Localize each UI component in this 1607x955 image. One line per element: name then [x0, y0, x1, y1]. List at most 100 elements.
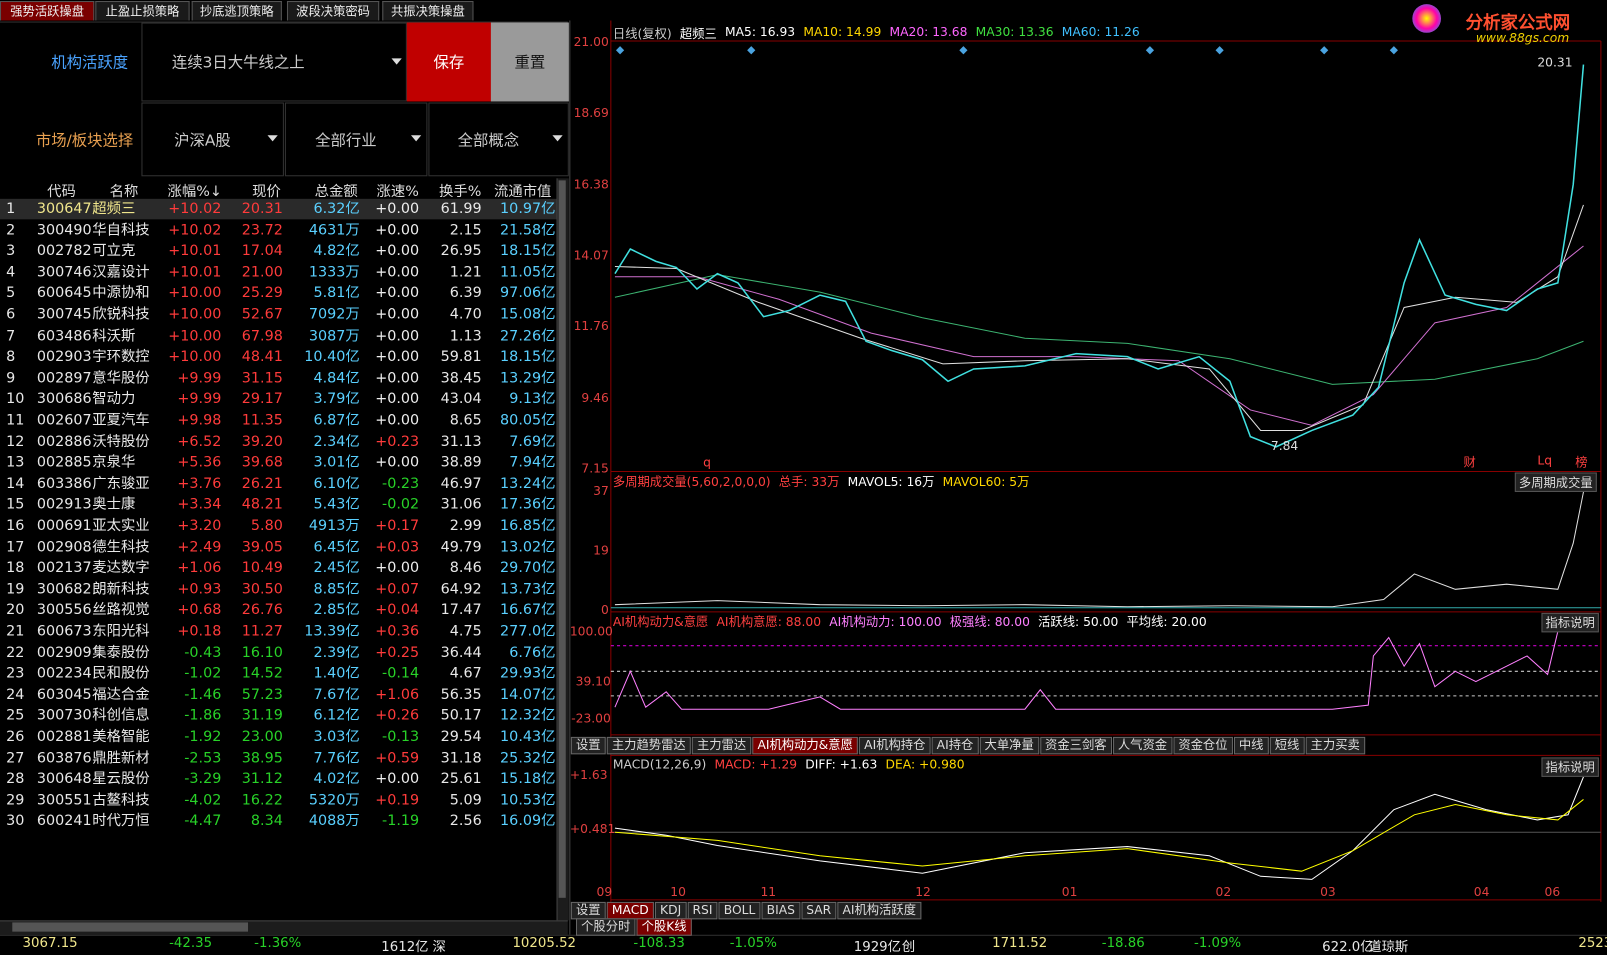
indicator-tab[interactable]: AI机构活跃度 — [837, 901, 922, 920]
panel-dropdown[interactable]: 多周期成交量 — [1514, 472, 1597, 492]
indicator-tab[interactable]: AI机构动力&意愿 — [752, 736, 859, 755]
column-header[interactable]: 现价 — [252, 183, 281, 200]
indicator-tab[interactable]: 中线 — [1233, 736, 1269, 755]
column-header[interactable]: 代码 — [47, 183, 76, 200]
table-cell: 17.36亿 — [500, 496, 556, 513]
legend-item: 超频三 — [679, 26, 717, 41]
indicator-tab[interactable]: 资金三剑客 — [1039, 736, 1112, 755]
table-cell[interactable]: 可立克 — [92, 243, 136, 260]
tab[interactable]: 波段决策密码 — [286, 1, 380, 21]
table-cell[interactable]: 朗新科技 — [92, 580, 150, 598]
table-cell[interactable]: 德生科技 — [92, 538, 150, 556]
tab[interactable]: 抄底逃顶策略 — [191, 1, 282, 21]
table-cell[interactable]: 京泉华 — [92, 454, 136, 471]
indicator-tab[interactable]: BIAS — [761, 901, 801, 920]
table-cell[interactable]: 意华股份 — [92, 369, 150, 387]
legend-item: MA60: 11.26 — [1061, 24, 1140, 39]
table-cell[interactable]: 麦达数字 — [92, 559, 150, 577]
table-cell: +0.00 — [375, 306, 420, 323]
indicator-tab[interactable]: 大单净量 — [979, 736, 1039, 755]
tab[interactable]: 共振决策操盘 — [382, 1, 474, 21]
table-cell[interactable]: 古鳌科技 — [92, 792, 150, 809]
help-button[interactable]: 指标说明 — [1541, 612, 1599, 633]
indicator-tab[interactable]: 资金仓位 — [1173, 736, 1233, 755]
table-cell[interactable]: 丝路视觉 — [92, 602, 150, 619]
table-cell: 2.45亿 — [313, 559, 360, 577]
table-cell: 13.02亿 — [500, 538, 556, 556]
concept-select[interactable]: 全部概念 — [428, 102, 569, 177]
industry-select[interactable]: 全部行业 — [284, 102, 428, 177]
table-cell[interactable]: 汉嘉设计 — [92, 264, 150, 281]
indicator-tab[interactable]: 短线 — [1269, 736, 1305, 755]
indicator-tab[interactable]: 设置 — [570, 901, 606, 920]
table-cell: +0.59 — [375, 749, 420, 767]
column-header[interactable]: 换手% — [439, 183, 482, 200]
column-header[interactable]: 涨速% — [376, 183, 419, 200]
column-header[interactable]: 名称 — [109, 183, 139, 200]
table-cell[interactable]: 亚夏汽车 — [92, 412, 150, 429]
table-cell: +6.52 — [177, 433, 222, 450]
indicator-tab[interactable]: KDJ — [654, 901, 687, 920]
indicator-tab[interactable]: SAR — [801, 901, 837, 920]
indicator-tab[interactable]: 主力买卖 — [1305, 736, 1365, 755]
table-cell: 38.45 — [440, 369, 482, 387]
ma-line — [614, 274, 1584, 385]
table-cell[interactable]: 宇环数控 — [92, 348, 150, 366]
table-cell[interactable]: 科创信息 — [92, 707, 150, 724]
table-cell[interactable]: 奥士康 — [92, 496, 136, 513]
table-cell[interactable]: 中源协和 — [92, 285, 150, 302]
table-cell[interactable]: 亚太实业 — [92, 517, 150, 534]
indicator-tab[interactable]: 人气资金 — [1112, 736, 1173, 755]
column-header[interactable]: 总金额 — [314, 183, 358, 200]
table-cell[interactable]: 时代万恒 — [92, 813, 150, 830]
market-select[interactable]: 沪深A股 — [141, 102, 284, 177]
indicator-tab[interactable]: AI持仓 — [931, 736, 979, 755]
table-cell[interactable]: 福达合金 — [92, 686, 150, 703]
tab[interactable]: 强势活跃操盘 — [0, 1, 95, 21]
table-cell[interactable]: 华自科技 — [92, 221, 150, 239]
table-cell: 1.13 — [449, 327, 482, 344]
table-cell: 46.97 — [440, 475, 482, 492]
column-header[interactable]: 流通市值 — [494, 183, 552, 200]
strategy-select[interactable]: 连续3日大牛线之上 — [141, 22, 407, 102]
table-cell: 300682 — [36, 580, 92, 598]
indicator-tab[interactable]: 主力趋势雷达 — [606, 736, 691, 755]
table-cell[interactable]: 东阳光科 — [92, 623, 150, 640]
column-header[interactable]: 涨幅%↓ — [167, 183, 222, 200]
scroll-thumb[interactable] — [558, 180, 566, 898]
indicator-tab[interactable]: AI机构持仓 — [859, 736, 931, 755]
indicator-tab[interactable]: 主力雷达 — [691, 736, 752, 755]
indicator-tab[interactable]: 设置 — [570, 736, 606, 755]
table-cell[interactable]: 鼎胜新材 — [92, 749, 150, 767]
table-cell[interactable]: 美格智能 — [92, 728, 150, 746]
table-cell: 36.44 — [440, 644, 482, 661]
table-cell: +0.19 — [375, 792, 420, 809]
event-marker: 财 — [1463, 455, 1476, 470]
indicator-tab[interactable]: RSI — [687, 901, 718, 920]
table-cell[interactable]: 集泰股份 — [92, 644, 150, 661]
view-tab[interactable]: 个股分时 — [575, 918, 636, 936]
table-cell: +0.00 — [375, 221, 420, 239]
indicator-tab[interactable]: MACD — [606, 901, 654, 920]
table-cell[interactable]: 智动力 — [92, 390, 136, 408]
table-cell: 4.75 — [449, 623, 482, 640]
status-item: 10205.52 — [512, 935, 577, 952]
table-cell[interactable]: 星云股份 — [92, 770, 150, 788]
table-cell[interactable]: 民和股份 — [92, 665, 150, 682]
tab[interactable]: 止盈止损策略 — [95, 1, 190, 21]
table-cell[interactable]: 科沃斯 — [92, 327, 136, 344]
indicator-tab[interactable]: BOLL — [718, 901, 761, 920]
help-button[interactable]: 指标说明 — [1541, 757, 1599, 777]
view-tab[interactable]: 个股K线 — [636, 918, 692, 936]
table-cell: 26.76 — [241, 602, 283, 619]
table-cell[interactable]: 沃特股份 — [92, 433, 150, 450]
table-cell[interactable]: 欣锐科技 — [92, 306, 150, 323]
reset-button[interactable]: 重置 — [490, 22, 569, 102]
scroll-thumb[interactable] — [12, 922, 249, 932]
table-cell[interactable]: 广东骏亚 — [92, 475, 150, 492]
table-cell[interactable]: 超频三 — [92, 200, 136, 218]
table-cell: 600241 — [36, 813, 92, 830]
table-cell: +0.00 — [375, 770, 420, 788]
table-cell: 300490 — [36, 221, 92, 239]
save-button[interactable]: 保存 — [406, 22, 491, 102]
